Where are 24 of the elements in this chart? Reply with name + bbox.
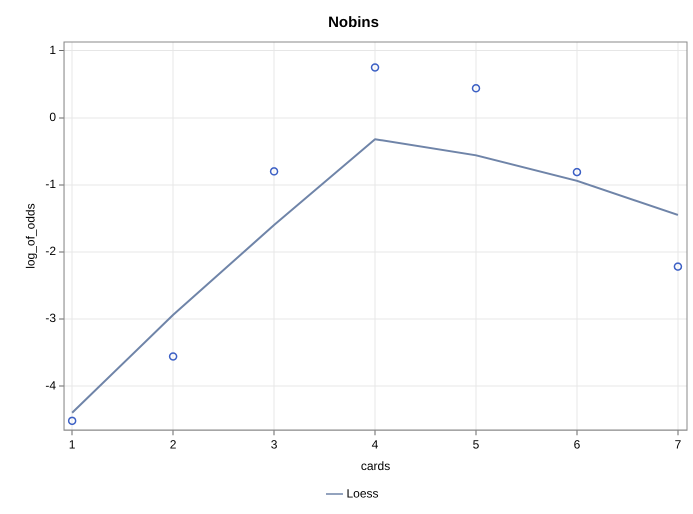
y-tick-label: -3	[45, 311, 56, 326]
x-tick-label: 7	[674, 438, 682, 452]
x-tick-label: 4	[372, 438, 379, 452]
y-tick-label: -1	[45, 177, 56, 192]
x-tick-label: 6	[574, 438, 581, 452]
point	[168, 352, 178, 361]
x-axis-title: cards	[360, 459, 390, 474]
y-tick-label: 0	[49, 110, 56, 124]
point	[370, 63, 380, 72]
point	[472, 84, 480, 93]
x-tick-label: 2	[170, 438, 177, 452]
y-tick-label: 1	[49, 43, 56, 58]
x-tick-label: 1	[68, 438, 76, 452]
y-axis-title: log_of_odds	[24, 203, 38, 269]
chart-title: Nobins	[328, 14, 379, 32]
point	[674, 262, 682, 271]
point	[68, 416, 76, 426]
y-tick-label: -4	[45, 378, 56, 392]
x-tick-label: 3	[270, 438, 278, 452]
point	[572, 168, 582, 176]
point	[270, 167, 278, 176]
x-tick-label: 5	[472, 438, 480, 452]
legend-label: Loess	[346, 486, 379, 500]
y-tick-label: -2	[45, 244, 56, 258]
